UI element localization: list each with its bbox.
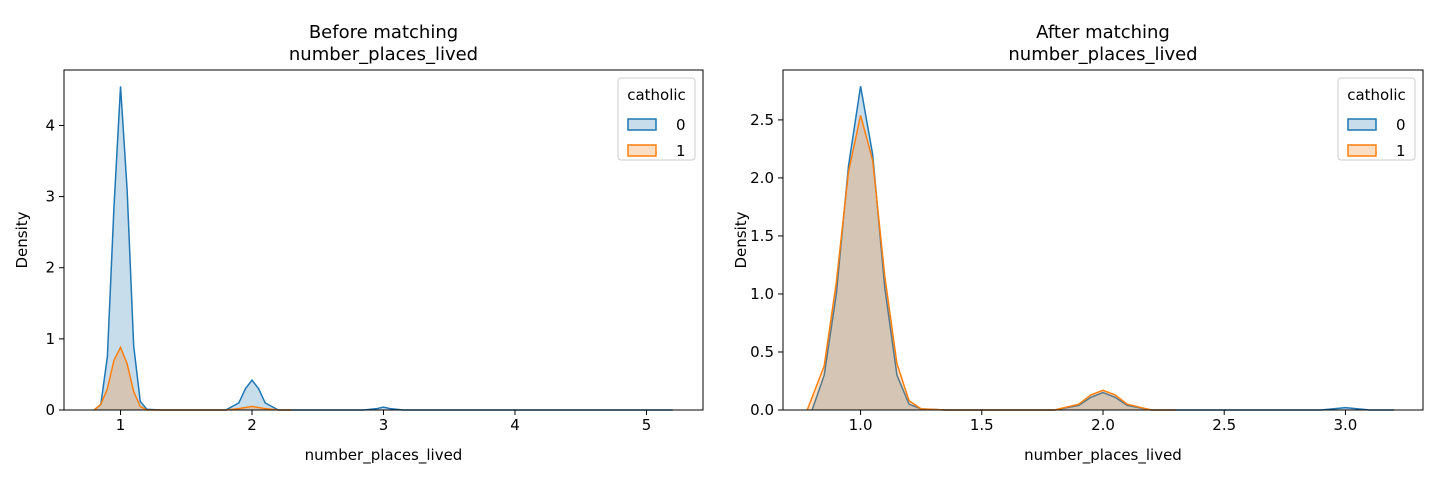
legend-entry-0: 0 (1396, 116, 1406, 134)
series-0-line (811, 86, 1394, 411)
chart-title: After matching (1036, 22, 1170, 43)
y-tick-label: 1.0 (750, 285, 774, 303)
y-tick-label: 0 (45, 401, 55, 419)
legend-entry-1: 1 (1396, 142, 1406, 160)
series-0-line (93, 86, 673, 411)
x-axis-label: number_places_lived (305, 446, 463, 465)
y-tick-label: 2.0 (750, 169, 774, 187)
x-axis-label: number_places_lived (1024, 446, 1182, 465)
legend-swatch-0 (1347, 118, 1377, 131)
x-tick-label: 1.5 (970, 416, 994, 434)
chart-subtitle: number_places_lived (1008, 44, 1197, 65)
x-tick-label: 1.0 (849, 416, 873, 434)
legend-swatch-1 (627, 144, 657, 157)
x-tick-label: 3.0 (1333, 416, 1357, 434)
x-tick-label: 5 (642, 416, 652, 434)
series-1-area (807, 115, 1176, 410)
y-axis-label: Density (13, 211, 31, 268)
axes-frame (63, 69, 704, 411)
x-tick-label: 2.5 (1212, 416, 1236, 434)
y-tick-label: 1 (45, 330, 55, 348)
y-tick-label: 2 (45, 259, 55, 277)
chart-title: Before matching (309, 22, 458, 43)
y-tick-label: 0.5 (750, 343, 774, 361)
legend-title: catholic (627, 86, 686, 104)
y-tick-label: 4 (45, 116, 55, 134)
x-tick-label: 3 (379, 416, 389, 434)
series-1-area (94, 347, 292, 410)
chart-subtitle: number_places_lived (289, 44, 478, 65)
y-tick-label: 2.5 (750, 111, 774, 129)
series-0-area (812, 86, 1394, 410)
y-tick-label: 1.5 (750, 227, 774, 245)
y-tick-label: 0.0 (750, 401, 774, 419)
legend: catholic 0 1 (617, 77, 696, 161)
y-tick-label: 3 (45, 188, 55, 206)
chart-panel-before: 1 2 3 4 5 0 1 2 3 4 number_places_lived Density Befo… (13, 22, 704, 465)
legend-title: catholic (1347, 86, 1406, 104)
legend-swatch-0 (627, 118, 657, 131)
legend: catholic 0 1 (1337, 77, 1416, 161)
series-1-line (93, 345, 292, 411)
chart-panel-after: 1.0 1.5 2.0 2.5 3.0 0.0 0.5 1.0 1.5 2.0 2.5 number_… (732, 22, 1424, 465)
x-tick-label: 4 (510, 416, 520, 434)
legend-entry-1: 1 (676, 142, 686, 160)
series-0-area (94, 86, 673, 411)
legend-swatch-1 (1347, 144, 1377, 157)
x-tick-label: 2.0 (1091, 416, 1115, 434)
y-axis-label: Density (732, 211, 750, 268)
x-tick-label: 2 (247, 416, 257, 434)
legend-entry-0: 0 (676, 116, 686, 134)
x-tick-label: 1 (116, 416, 126, 434)
series-1-line (806, 115, 1176, 411)
